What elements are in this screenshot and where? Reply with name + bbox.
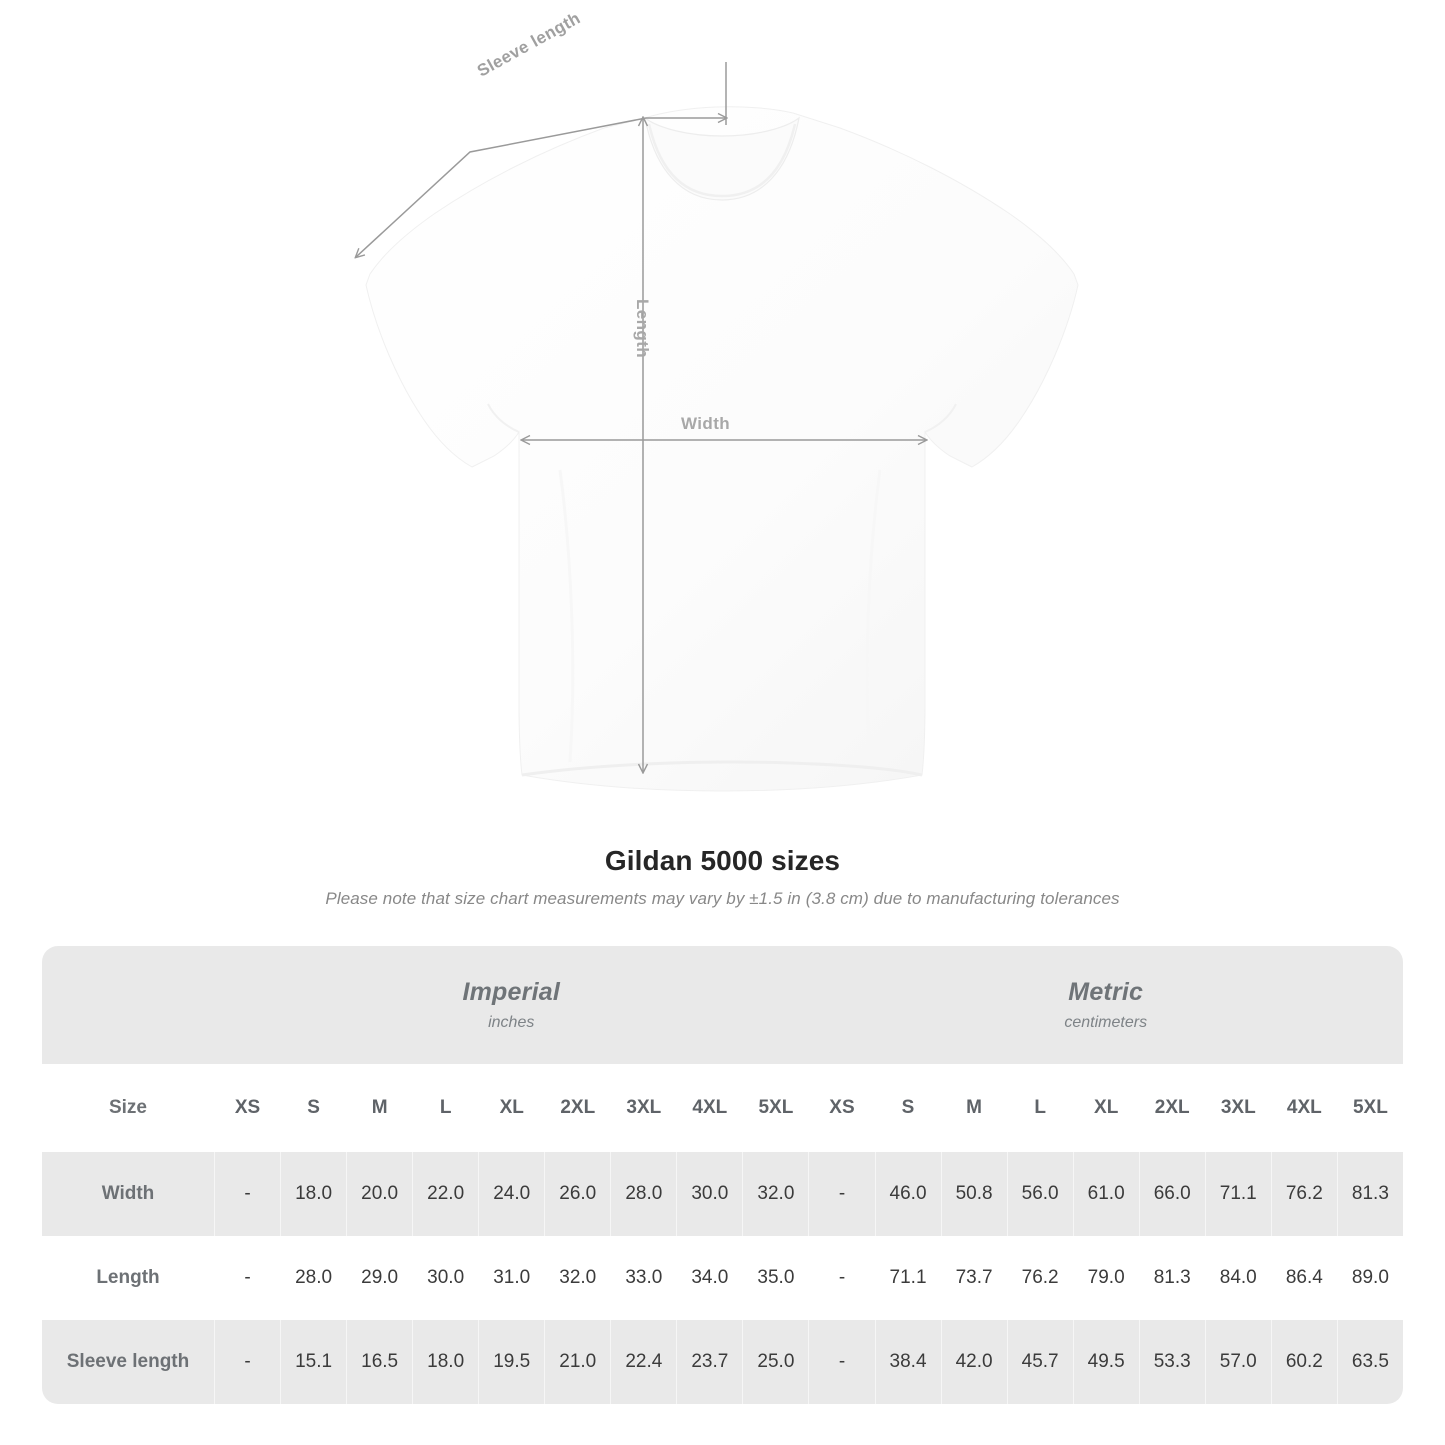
cell-sleeve-length-metric-2xl: 53.3 bbox=[1138, 1320, 1205, 1404]
cell-sleeve-length-imperial-2xl: 21.0 bbox=[544, 1320, 611, 1404]
column-header-imperial-s: S bbox=[280, 1064, 347, 1152]
cell-length-metric-2xl: 81.3 bbox=[1138, 1236, 1205, 1320]
cell-width-imperial-xl: 24.0 bbox=[478, 1152, 545, 1236]
column-header-metric-3xl: 3XL bbox=[1204, 1064, 1271, 1152]
cell-width-metric-2xl: 66.0 bbox=[1138, 1152, 1205, 1236]
row-label-width: Width bbox=[42, 1152, 214, 1236]
cell-length-imperial-2xl: 32.0 bbox=[544, 1236, 611, 1320]
column-header-imperial-5xl: 5XL bbox=[742, 1064, 809, 1152]
column-header-metric-2xl: 2XL bbox=[1138, 1064, 1205, 1152]
cell-sleeve-length-metric-4xl: 60.2 bbox=[1270, 1320, 1337, 1404]
cell-width-imperial-2xl: 26.0 bbox=[544, 1152, 611, 1236]
column-header-metric-5xl: 5XL bbox=[1336, 1064, 1403, 1152]
column-header-imperial-3xl: 3XL bbox=[610, 1064, 677, 1152]
cell-width-imperial-s: 18.0 bbox=[280, 1152, 347, 1236]
cell-length-metric-xs: - bbox=[808, 1236, 875, 1320]
cell-width-metric-xl: 61.0 bbox=[1072, 1152, 1139, 1236]
cell-width-imperial-l: 22.0 bbox=[412, 1152, 479, 1236]
tolerance-note: Please note that size chart measurements… bbox=[325, 889, 1120, 908]
column-header-imperial-m: M bbox=[346, 1064, 413, 1152]
cell-width-metric-m: 50.8 bbox=[940, 1152, 1007, 1236]
table-header-row: Size XS S M L XL 2XL 3XL 4XL 5XL XS S M L XL 2XL 3XL 4XL 5… bbox=[42, 1064, 1403, 1152]
column-header-imperial-4xl: 4XL bbox=[676, 1064, 743, 1152]
cell-sleeve-length-metric-xl: 49.5 bbox=[1072, 1320, 1139, 1404]
tshirt-diagram: Sleeve length Length Width bbox=[0, 8, 1079, 792]
unit-band-spacer bbox=[42, 946, 214, 1064]
cell-sleeve-length-imperial-3xl: 22.4 bbox=[610, 1320, 677, 1404]
unit-system-name: Metric bbox=[1068, 978, 1144, 1006]
cell-length-metric-5xl: 89.0 bbox=[1336, 1236, 1403, 1320]
page-title: Gildan 5000 sizes bbox=[604, 845, 841, 876]
cell-sleeve-length-metric-xs: - bbox=[808, 1320, 875, 1404]
cell-sleeve-length-imperial-s: 15.1 bbox=[280, 1320, 347, 1404]
cell-sleeve-length-imperial-xl: 19.5 bbox=[478, 1320, 545, 1404]
tshirt-silhouette bbox=[365, 106, 1079, 792]
cell-length-metric-l: 76.2 bbox=[1006, 1236, 1073, 1320]
sleeve-length-dimension bbox=[356, 62, 726, 257]
column-header-metric-xs: XS bbox=[808, 1064, 875, 1152]
unit-system-imperial: Imperial inches bbox=[214, 946, 809, 1064]
unit-system-unit: inches bbox=[488, 1014, 535, 1031]
unit-band-row: Imperial inches Metric centimeters bbox=[42, 946, 1403, 1064]
cell-sleeve-length-imperial-5xl: 25.0 bbox=[742, 1320, 809, 1404]
cell-width-imperial-xs: - bbox=[214, 1152, 281, 1236]
cell-length-metric-3xl: 84.0 bbox=[1204, 1236, 1271, 1320]
cell-width-imperial-4xl: 30.0 bbox=[676, 1152, 743, 1236]
unit-system-unit: centimeters bbox=[1064, 1014, 1148, 1031]
cell-sleeve-length-imperial-xs: - bbox=[214, 1320, 281, 1404]
column-header-metric-xl: XL bbox=[1072, 1064, 1139, 1152]
cell-length-imperial-l: 30.0 bbox=[412, 1236, 479, 1320]
cell-width-imperial-3xl: 28.0 bbox=[610, 1152, 677, 1236]
cell-sleeve-length-imperial-4xl: 23.7 bbox=[676, 1320, 743, 1404]
cell-sleeve-length-metric-3xl: 57.0 bbox=[1204, 1320, 1271, 1404]
width-label: Width bbox=[681, 414, 731, 433]
column-header-imperial-xs: XS bbox=[214, 1064, 281, 1152]
cell-sleeve-length-metric-5xl: 63.5 bbox=[1336, 1320, 1403, 1404]
cell-length-imperial-4xl: 34.0 bbox=[676, 1236, 743, 1320]
cell-length-metric-4xl: 86.4 bbox=[1270, 1236, 1337, 1320]
cell-width-imperial-m: 20.0 bbox=[346, 1152, 413, 1236]
cell-width-metric-5xl: 81.3 bbox=[1336, 1152, 1403, 1236]
table-row: Sleeve length -15.1 16.5 18.0 19.5 21.0 22.4 23… bbox=[42, 1320, 1403, 1404]
cell-width-metric-4xl: 76.2 bbox=[1270, 1152, 1337, 1236]
row-label-length: Length bbox=[42, 1236, 214, 1320]
cell-sleeve-length-imperial-l: 18.0 bbox=[412, 1320, 479, 1404]
size-table: Imperial inches Metric centimeters Size XS S M L… bbox=[42, 946, 1403, 1404]
unit-system-name: Imperial bbox=[462, 978, 560, 1006]
cell-length-metric-s: 71.1 bbox=[874, 1236, 941, 1320]
cell-length-imperial-xl: 31.0 bbox=[478, 1236, 545, 1320]
cell-width-metric-l: 56.0 bbox=[1006, 1152, 1073, 1236]
length-label: Length bbox=[633, 299, 652, 359]
cell-sleeve-length-metric-s: 38.4 bbox=[874, 1320, 941, 1404]
column-header-imperial-l: L bbox=[412, 1064, 479, 1152]
column-header-metric-s: S bbox=[874, 1064, 941, 1152]
unit-system-metric: Metric centimeters bbox=[808, 946, 1403, 1064]
column-header-metric-m: M bbox=[940, 1064, 1007, 1152]
cell-width-metric-xs: - bbox=[808, 1152, 875, 1236]
cell-sleeve-length-imperial-m: 16.5 bbox=[346, 1320, 413, 1404]
table-row: Length -28.0 29.0 30.0 31.0 32.0 33.0 34.0 35.0-… bbox=[42, 1236, 1403, 1320]
cell-length-imperial-5xl: 35.0 bbox=[742, 1236, 809, 1320]
column-header-metric-l: L bbox=[1006, 1064, 1073, 1152]
cell-sleeve-length-metric-m: 42.0 bbox=[940, 1320, 1007, 1404]
cell-length-imperial-m: 29.0 bbox=[346, 1236, 413, 1320]
cell-length-metric-m: 73.7 bbox=[940, 1236, 1007, 1320]
table-row: Width -18.0 20.0 22.0 24.0 26.0 28.0 30.0 32.0-4… bbox=[42, 1152, 1403, 1236]
column-header-metric-4xl: 4XL bbox=[1270, 1064, 1337, 1152]
cell-width-metric-s: 46.0 bbox=[874, 1152, 941, 1236]
row-label-sleeve-length: Sleeve length bbox=[42, 1320, 214, 1404]
cell-length-imperial-xs: - bbox=[214, 1236, 281, 1320]
cell-width-imperial-5xl: 32.0 bbox=[742, 1152, 809, 1236]
chart-heading: Gildan 5000 sizes Please note that size … bbox=[0, 845, 1445, 909]
cell-length-metric-xl: 79.0 bbox=[1072, 1236, 1139, 1320]
column-header-imperial-2xl: 2XL bbox=[544, 1064, 611, 1152]
column-header-imperial-xl: XL bbox=[478, 1064, 545, 1152]
cell-width-metric-3xl: 71.1 bbox=[1204, 1152, 1271, 1236]
cell-length-imperial-3xl: 33.0 bbox=[610, 1236, 677, 1320]
cell-length-imperial-s: 28.0 bbox=[280, 1236, 347, 1320]
cell-sleeve-length-metric-l: 45.7 bbox=[1006, 1320, 1073, 1404]
corner-header: Size bbox=[42, 1064, 214, 1152]
